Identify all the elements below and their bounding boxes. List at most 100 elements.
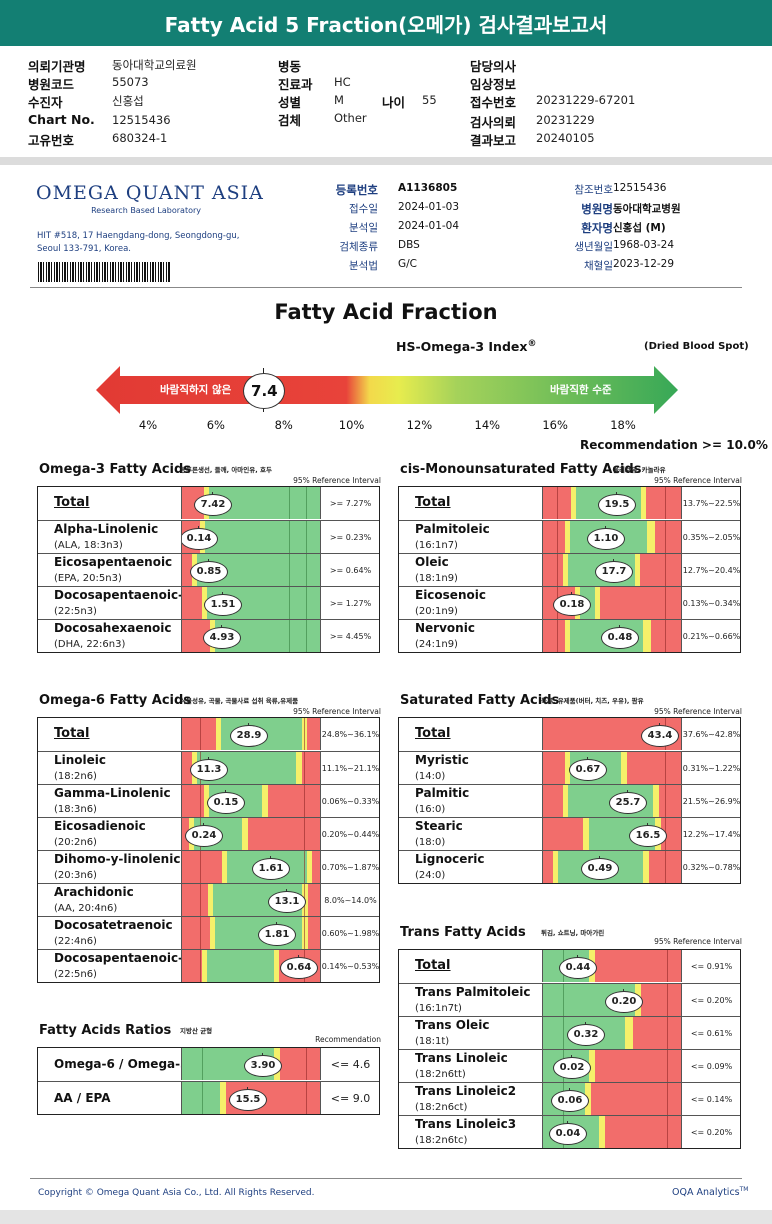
ratios-row-0: Omega-6 / Omega-3 3.90 <= 4.6 — [38, 1048, 379, 1081]
saturated-row-sub: (14:0) — [415, 771, 446, 782]
bar-zone — [543, 554, 563, 586]
bar-zone — [641, 487, 646, 519]
mono-ref: 0.21%~0.66% — [681, 620, 741, 652]
omega6-row-name: Docosatetraenoic — [54, 918, 173, 932]
mono-row-name: Nervonic — [415, 621, 475, 635]
omega3-row-sub: (22:5n3) — [54, 606, 97, 617]
value-marker: 0.49 — [581, 857, 619, 880]
omega6-row-2: Gamma-Linolenic (18:3n6) 0.15 0.06%~0.33% — [38, 784, 379, 817]
omega6-ref: 0.70%~1.87% — [320, 851, 380, 883]
bar-zone — [205, 521, 321, 553]
omega3-row-1: Alpha-Linolenic (ALA, 18:3n3) 0.14 >= 0.23% — [38, 520, 379, 553]
omega6-ref: 0.60%~1.98% — [320, 917, 380, 949]
bar-gridline — [306, 554, 307, 586]
report-title-bar: Fatty Acid 5 Fraction(오메가) 검사결과보고서 — [0, 0, 772, 46]
omega6-row-sub: (AA, 20:4n6) — [54, 903, 118, 914]
omega6-ref-caption: 95% Reference Interval — [293, 707, 381, 716]
value-marker: 0.44 — [559, 956, 597, 979]
bar-gridline — [289, 521, 290, 553]
bar-zone — [565, 521, 570, 553]
bar-zone — [595, 587, 600, 619]
bar-zone — [543, 851, 553, 883]
value-marker: 1.81 — [258, 923, 296, 946]
saturated-ref: 21.5%~26.9% — [681, 785, 741, 817]
lab-right-value-2: 신홍섭 (M) — [613, 222, 666, 234]
trans-ref: <= 0.14% — [681, 1083, 741, 1115]
gauge-tick-4: 12% — [406, 418, 433, 432]
mono-bar: 19.5 — [542, 487, 682, 519]
trans-bar: 0.44 — [542, 950, 682, 982]
bar-zone — [625, 1017, 633, 1049]
trans-bar: 0.04 — [542, 1116, 682, 1148]
bar-gridline — [304, 785, 305, 817]
saturated-bar: 0.67 — [542, 752, 682, 784]
omega6-row-sub: (20:2n6) — [54, 837, 97, 848]
saturated-bar: 43.4 — [542, 718, 682, 750]
bar-zone — [296, 752, 302, 784]
header-value-4: 680324-1 — [112, 131, 168, 145]
bar-zone — [182, 917, 210, 949]
bar-gridline — [306, 587, 307, 619]
saturated-bar: 25.7 — [542, 785, 682, 817]
bar-zone — [595, 950, 682, 982]
lab-mid-value-2: 2024-01-04 — [398, 220, 460, 232]
omega3-index-gauge: 바람직하지 않은 바람직한 수준 7.4 — [96, 364, 678, 416]
lab-mid-label-3: 검체종류 — [339, 241, 378, 253]
header-label-2: 수진자 — [28, 95, 63, 110]
gauge-tick-7: 18% — [610, 418, 636, 432]
bar-gridline — [306, 1082, 307, 1114]
lab-mid-value-4: G/C — [398, 258, 418, 270]
header-label-4: 고유번호 — [28, 133, 75, 148]
trans-row-4: Trans Linoleic2 (18:2n6ct) 0.06 <= 0.14% — [399, 1082, 740, 1115]
omega6-total-row: Total 28.9 24.8%~36.1% — [38, 718, 379, 751]
bar-zone — [653, 785, 659, 817]
lab-right-label-3: 생년월일 — [574, 241, 613, 253]
omega6-row-6: Docosatetraenoic (22:4n6) 1.81 0.60%~1.98% — [38, 916, 379, 949]
bar-gridline — [306, 1048, 307, 1080]
mono-ref: 0.13%~0.34% — [681, 587, 741, 619]
mono-bar: 0.48 — [542, 620, 682, 652]
bar-gridline — [306, 620, 307, 652]
saturated-ref: 0.32%~0.78% — [681, 851, 741, 883]
header2-value-2: M — [334, 93, 344, 107]
lab-right-value-3: 1968-03-24 — [613, 239, 675, 251]
omega6-row-sub: (18:3n6) — [54, 804, 97, 815]
bar-zone — [302, 752, 321, 784]
bar-zone — [655, 521, 682, 553]
bar-zone — [646, 487, 682, 519]
bar-zone — [302, 917, 308, 949]
mono-note: 올리브유, 카놀라유 — [613, 466, 666, 474]
footer-divider — [30, 1178, 742, 1179]
header3-label-4: 결과보고 — [470, 133, 517, 148]
bar-zone — [242, 818, 248, 850]
value-marker: 7.42 — [194, 493, 232, 516]
omega6-row-sub: (18:2n6) — [54, 771, 97, 782]
bar-gridline — [667, 1116, 668, 1148]
lab-right-label-1: 병원명 — [581, 202, 613, 216]
bar-gridline — [200, 718, 201, 750]
age-value: 55 — [422, 93, 437, 107]
gauge-tick-3: 10% — [338, 418, 365, 432]
bar-gridline — [557, 554, 558, 586]
ratios-row-name: AA / EPA — [54, 1090, 111, 1105]
omega6-bar: 1.61 — [181, 851, 321, 883]
trans-row-name: Trans Linoleic — [415, 1051, 508, 1065]
header-value-1: 55073 — [112, 75, 149, 89]
omega3-bar: 1.51 — [181, 587, 321, 619]
header2-value-1: HC — [334, 75, 351, 89]
bar-gridline — [557, 487, 558, 519]
trans-bar: 0.06 — [542, 1083, 682, 1115]
ratios-note: 지방산 균형 — [180, 1027, 213, 1035]
omega6-total-label: Total — [54, 725, 90, 741]
omega6-panel: Total 28.9 24.8%~36.1% Linoleic (18:2n6) 11.3… — [37, 717, 380, 983]
bar-zone — [591, 1083, 682, 1115]
saturated-row-4: Lignoceric (24:0) 0.49 0.32%~0.78% — [399, 850, 740, 883]
bar-zone — [605, 1116, 682, 1148]
bar-gridline — [665, 785, 666, 817]
trans-row-name: Trans Palmitoleic — [415, 985, 531, 999]
lab-mid-value-1: 2024-01-03 — [398, 201, 460, 213]
saturated-row-name: Stearic — [415, 819, 463, 833]
saturated-row-name: Myristic — [415, 753, 469, 767]
gauge-left-label: 바람직하지 않은 — [160, 384, 232, 396]
saturated-note: 육류, 유제품(버터, 치즈, 우유), 팜유 — [541, 697, 644, 705]
